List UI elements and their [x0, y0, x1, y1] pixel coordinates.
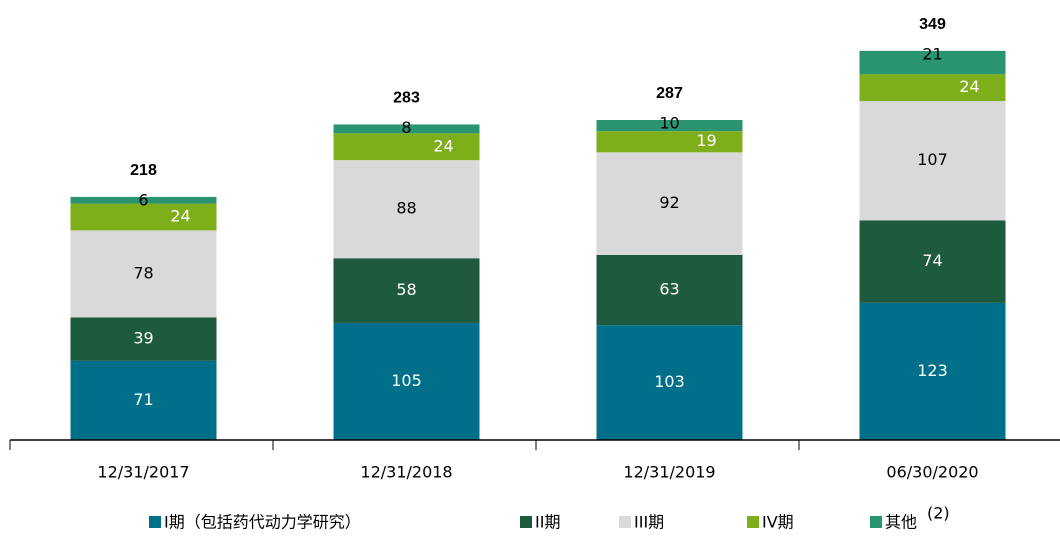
data-label: 92	[659, 193, 679, 212]
data-label: 107	[917, 150, 948, 169]
legend-label: III期	[634, 513, 664, 532]
bar-segment	[596, 325, 743, 440]
legend-label: 其他	[885, 513, 917, 532]
bar-segment	[333, 133, 480, 161]
data-label: 71	[133, 390, 153, 409]
bar-segment	[859, 50, 1006, 75]
x-tick-label: 06/30/2020	[886, 463, 978, 482]
bar-segment	[333, 124, 480, 134]
legend-note: (2)	[927, 504, 950, 523]
legend-label: IV期	[762, 513, 794, 532]
data-label: 63	[659, 280, 679, 299]
legend-swatch	[149, 516, 161, 528]
x-tick-label: 12/31/2019	[623, 463, 715, 482]
bar-segment	[859, 101, 1006, 221]
legend-swatch	[619, 516, 631, 528]
bar-segment	[859, 302, 1006, 440]
data-label: 24	[170, 207, 190, 226]
bar-segment	[333, 160, 480, 259]
bar-segment	[333, 322, 480, 440]
x-tick-label: 12/31/2018	[360, 463, 452, 482]
bar-segment	[859, 220, 1006, 303]
data-label: 24	[433, 136, 453, 155]
data-label: 58	[396, 280, 416, 299]
bar-segment	[333, 258, 480, 323]
legend-label: I期（包括药代动力学研究）	[164, 513, 361, 532]
data-label: 21	[922, 44, 942, 63]
data-label: 88	[396, 199, 416, 218]
bar-segment	[70, 230, 217, 318]
data-label: 6	[138, 190, 148, 209]
bar-segment	[596, 152, 743, 255]
bar-segment	[70, 196, 217, 204]
total-label: 287	[656, 85, 683, 102]
data-label: 24	[959, 77, 979, 96]
bar-segment	[70, 360, 217, 440]
data-label: 19	[696, 131, 716, 150]
legend-swatch	[747, 516, 759, 528]
legend-swatch	[870, 516, 882, 528]
bar-segment	[596, 119, 743, 132]
bar-segment	[596, 254, 743, 326]
data-label: 123	[917, 361, 948, 380]
total-label: 349	[919, 16, 946, 33]
data-label: 105	[391, 371, 422, 390]
data-label: 10	[659, 113, 679, 132]
bar-segment	[70, 203, 217, 231]
bar-segment	[596, 131, 743, 153]
data-label: 78	[133, 263, 153, 282]
data-label: 39	[133, 329, 153, 348]
data-label: 74	[922, 251, 942, 270]
total-label: 218	[130, 162, 157, 179]
total-label: 283	[393, 90, 420, 107]
data-label: 8	[401, 118, 411, 137]
bar-segment	[859, 74, 1006, 102]
legend-swatch	[520, 516, 532, 528]
x-tick-label: 12/31/2017	[97, 463, 189, 482]
legend-label: II期	[535, 513, 560, 532]
bar-segment	[70, 317, 217, 361]
data-label: 103	[654, 372, 685, 391]
